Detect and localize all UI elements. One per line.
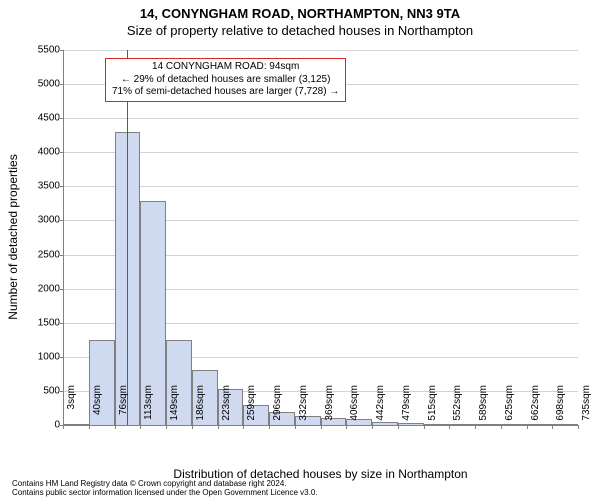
annotation-line: 71% of semi-detached houses are larger (…	[112, 86, 339, 99]
x-tick-mark	[321, 425, 322, 429]
x-tick-mark	[475, 425, 476, 429]
y-tick-mark	[60, 84, 64, 85]
y-tick-label: 3000	[12, 215, 60, 226]
y-tick-mark	[60, 152, 64, 153]
y-tick-label: 5000	[12, 79, 60, 90]
x-tick-label: 406sqm	[349, 385, 360, 430]
x-tick-mark	[192, 425, 193, 429]
x-tick-mark	[243, 425, 244, 429]
x-tick-mark	[372, 425, 373, 429]
y-tick-mark	[60, 323, 64, 324]
x-tick-label: 3sqm	[66, 385, 77, 430]
y-tick-label: 4500	[12, 113, 60, 124]
x-tick-label: 149sqm	[169, 385, 180, 430]
y-tick-label: 2000	[12, 283, 60, 294]
x-tick-label: 113sqm	[143, 385, 154, 430]
x-tick-label: 223sqm	[221, 385, 232, 430]
x-tick-mark	[218, 425, 219, 429]
x-tick-label: 552sqm	[452, 385, 463, 430]
title-sub: Size of property relative to detached ho…	[0, 21, 600, 38]
gridline	[63, 118, 578, 119]
attribution-line: Contains HM Land Registry data © Crown c…	[12, 479, 318, 489]
y-tick-mark	[60, 391, 64, 392]
gridline	[63, 50, 578, 51]
annotation-line: 14 CONYNGHAM ROAD: 94sqm	[112, 61, 339, 74]
x-tick-mark	[140, 425, 141, 429]
y-tick-mark	[60, 255, 64, 256]
x-tick-label: 735sqm	[581, 385, 592, 430]
y-tick-label: 4000	[12, 147, 60, 158]
plot-region	[63, 50, 578, 425]
x-tick-label: 369sqm	[324, 385, 335, 430]
y-tick-label: 3500	[12, 181, 60, 192]
annotation-line: ← 29% of detached houses are smaller (3,…	[112, 74, 339, 87]
y-tick-mark	[60, 118, 64, 119]
annotation-box: 14 CONYNGHAM ROAD: 94sqm ← 29% of detach…	[105, 58, 346, 102]
x-tick-mark	[552, 425, 553, 429]
x-tick-mark	[578, 425, 579, 429]
y-tick-mark	[60, 289, 64, 290]
x-tick-mark	[346, 425, 347, 429]
x-tick-label: 259sqm	[246, 385, 257, 430]
x-tick-label: 698sqm	[555, 385, 566, 430]
x-tick-label: 186sqm	[195, 385, 206, 430]
x-tick-label: 662sqm	[530, 385, 541, 430]
y-tick-label: 500	[12, 385, 60, 396]
x-tick-label: 76sqm	[118, 385, 129, 430]
title-main: 14, CONYNGHAM ROAD, NORTHAMPTON, NN3 9TA	[0, 0, 600, 21]
attribution-line: Contains public sector information licen…	[12, 488, 318, 498]
gridline	[63, 186, 578, 187]
y-tick-mark	[60, 220, 64, 221]
y-tick-label: 5500	[12, 45, 60, 56]
y-axis-line	[63, 50, 64, 425]
y-tick-label: 2500	[12, 249, 60, 260]
x-tick-mark	[295, 425, 296, 429]
attribution: Contains HM Land Registry data © Crown c…	[12, 479, 318, 498]
gridline	[63, 152, 578, 153]
x-tick-label: 625sqm	[504, 385, 515, 430]
y-tick-mark	[60, 357, 64, 358]
x-tick-mark	[501, 425, 502, 429]
x-tick-mark	[166, 425, 167, 429]
x-tick-mark	[115, 425, 116, 429]
x-tick-mark	[269, 425, 270, 429]
x-tick-mark	[449, 425, 450, 429]
property-marker-line	[127, 50, 128, 425]
y-tick-mark	[60, 50, 64, 51]
y-tick-label: 0	[12, 420, 60, 431]
x-tick-label: 515sqm	[427, 385, 438, 430]
y-tick-label: 1000	[12, 351, 60, 362]
x-tick-mark	[424, 425, 425, 429]
x-tick-label: 479sqm	[401, 385, 412, 430]
x-tick-mark	[63, 425, 64, 429]
y-axis-title: Number of detached properties	[6, 50, 20, 425]
x-tick-mark	[89, 425, 90, 429]
x-tick-label: 40sqm	[92, 385, 103, 430]
y-tick-mark	[60, 186, 64, 187]
x-tick-label: 442sqm	[375, 385, 386, 430]
chart-container: 14, CONYNGHAM ROAD, NORTHAMPTON, NN3 9TA…	[0, 0, 600, 500]
x-tick-mark	[527, 425, 528, 429]
x-tick-label: 332sqm	[298, 385, 309, 430]
x-tick-mark	[398, 425, 399, 429]
x-tick-label: 296sqm	[272, 385, 283, 430]
y-tick-label: 1500	[12, 317, 60, 328]
x-tick-label: 589sqm	[478, 385, 489, 430]
